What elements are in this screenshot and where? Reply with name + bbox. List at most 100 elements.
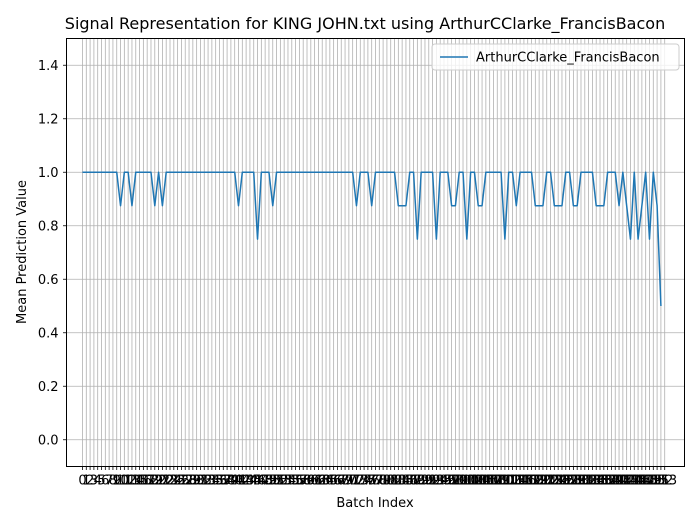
series-line-arthurcclarke-francisbacon — [82, 171, 662, 307]
x-tick-label: 138 — [595, 474, 620, 489]
series-lines — [82, 171, 662, 307]
x-tick-label: 102 — [458, 474, 483, 489]
y-tick-label: 0.6 — [38, 273, 59, 288]
x-tick-label: 116 — [511, 474, 536, 489]
x-tick-label: 136 — [588, 474, 613, 489]
x-tick-label: 108 — [481, 474, 506, 489]
x-tick-label: 103 — [462, 474, 487, 489]
x-tick-label: 75 — [360, 474, 377, 489]
x-tick-label: 120 — [527, 474, 552, 489]
x-tick-label: 149 — [637, 474, 662, 489]
x-tick-label: 16 — [135, 474, 152, 489]
x-tick-label: 4 — [94, 474, 102, 489]
x-tick-label: 144 — [618, 474, 643, 489]
x-tick-label: 123 — [538, 474, 563, 489]
x-tick-label: 10 — [112, 474, 129, 489]
y-tick-label: 1.0 — [38, 166, 59, 181]
x-tick-label: 118 — [519, 474, 544, 489]
x-tick-label: 13 — [124, 474, 141, 489]
x-tick-label: 101 — [454, 474, 479, 489]
x-tick-label: 50 — [264, 474, 281, 489]
x-tick-label: 98 — [447, 474, 464, 489]
x-tick-label: 52 — [272, 474, 289, 489]
x-tick-label: 133 — [576, 474, 601, 489]
x-tick-label: 94 — [432, 474, 449, 489]
x-tick-label: 107 — [477, 474, 502, 489]
x-tick-label: 49 — [261, 474, 278, 489]
x-tick-label: 38 — [219, 474, 236, 489]
x-tick-label: 55 — [284, 474, 301, 489]
x-tick-label: 33 — [200, 474, 217, 489]
x-tick-label: 42 — [234, 474, 251, 489]
x-tick-label: 25 — [169, 474, 186, 489]
x-tick-label: 140 — [603, 474, 628, 489]
x-tick-label: 151 — [645, 474, 670, 489]
y-tick-label: 0.2 — [38, 380, 59, 395]
x-tick-label: 131 — [569, 474, 594, 489]
x-tick-label: 105 — [470, 474, 495, 489]
y-tick-label: 0.0 — [38, 433, 59, 448]
x-tick-label: 11 — [116, 474, 133, 489]
x-tick-label: 95 — [436, 474, 453, 489]
x-tick-label: 90 — [417, 474, 434, 489]
x-tick-label: 34 — [204, 474, 221, 489]
x-tick-label: 85 — [398, 474, 415, 489]
x-tick-label: 147 — [629, 474, 654, 489]
x-tick-label: 86 — [401, 474, 418, 489]
x-tick-label: 35 — [207, 474, 224, 489]
x-tick-label: 88 — [409, 474, 426, 489]
x-tick-label: 97 — [443, 474, 460, 489]
x-tick-label: 31 — [192, 474, 209, 489]
x-tick-label: 48 — [257, 474, 274, 489]
y-axis-label: Mean Prediction Value — [15, 180, 30, 324]
x-tick-label: 112 — [496, 474, 521, 489]
plot-area-frame — [66, 38, 685, 467]
x-tick-label: 126 — [550, 474, 575, 489]
x-tick-label: 54 — [280, 474, 297, 489]
x-tick-label: 117 — [515, 474, 540, 489]
x-tick-label: 2 — [86, 474, 94, 489]
x-tick-label: 3 — [90, 474, 98, 489]
x-tick-label: 36 — [211, 474, 228, 489]
x-tick-label: 76 — [363, 474, 380, 489]
x-tick-label: 70 — [341, 474, 358, 489]
x-tick-label: 143 — [614, 474, 639, 489]
x-tick-label: 145 — [622, 474, 647, 489]
x-tick-label: 46 — [249, 474, 266, 489]
x-tick-label: 64 — [318, 474, 335, 489]
x-tick-label: 56 — [287, 474, 304, 489]
x-tick-label: 29 — [185, 474, 202, 489]
x-tick-label: 58 — [295, 474, 312, 489]
x-tick-label: 1 — [82, 474, 90, 489]
x-tick-label: 21 — [154, 474, 171, 489]
x-tick-label: 122 — [534, 474, 559, 489]
x-tick-label: 63 — [314, 474, 331, 489]
x-tick-label: 37 — [215, 474, 232, 489]
x-tick-label: 124 — [542, 474, 567, 489]
x-tick-label: 41 — [230, 474, 247, 489]
x-tick-label: 60 — [303, 474, 320, 489]
x-tick-label: 20 — [150, 474, 167, 489]
x-tick-label: 69 — [337, 474, 354, 489]
x-tick-label: 125 — [546, 474, 571, 489]
x-tick-label: 82 — [386, 474, 403, 489]
legend-box — [431, 43, 680, 71]
x-tick-label: 80 — [379, 474, 396, 489]
x-tick-label: 106 — [473, 474, 498, 489]
x-tick-label: 8 — [109, 474, 117, 489]
x-tick-label: 89 — [413, 474, 430, 489]
x-tick-label: 66 — [325, 474, 342, 489]
x-tick-label: 57 — [291, 474, 308, 489]
x-tick-label: 113 — [500, 474, 525, 489]
x-tick-label: 65 — [322, 474, 339, 489]
x-tick-label: 26 — [173, 474, 190, 489]
x-tick-label: 53 — [276, 474, 293, 489]
x-tick-label: 74 — [356, 474, 373, 489]
y-tick-label: 0.8 — [38, 219, 59, 234]
x-tick-label: 59 — [299, 474, 316, 489]
x-tick-label: 9 — [113, 474, 121, 489]
x-tick-label: 77 — [367, 474, 384, 489]
x-tick-label: 15 — [131, 474, 148, 489]
x-tick-label: 7 — [105, 474, 113, 489]
